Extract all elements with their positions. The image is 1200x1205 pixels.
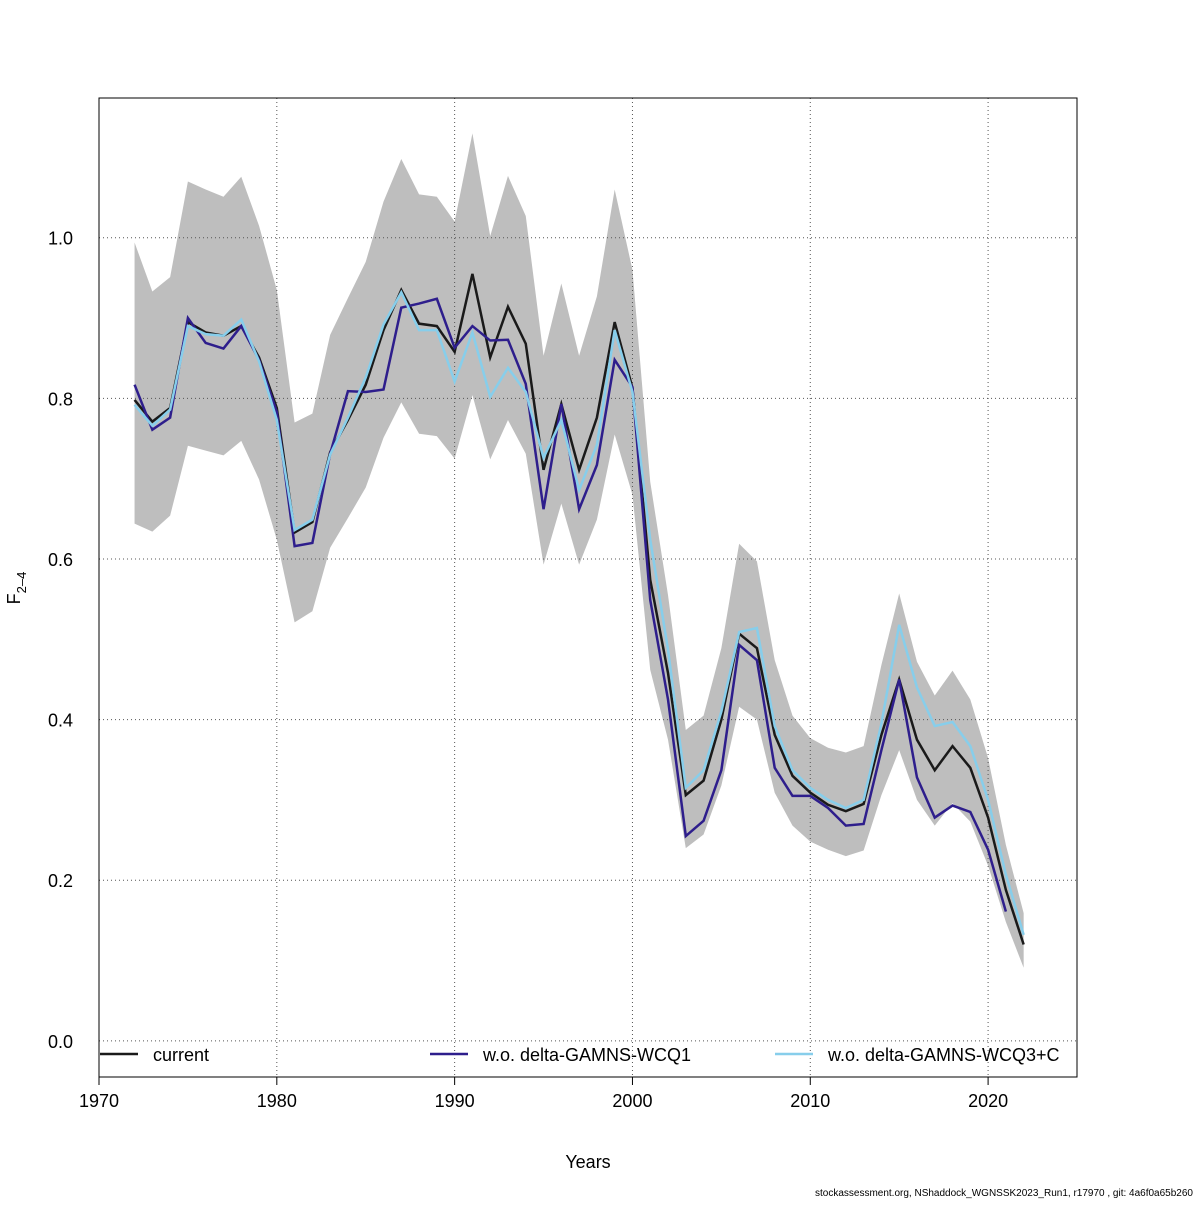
legend-label: current [153, 1045, 209, 1065]
y-axis-label-main: F [4, 593, 24, 604]
x-tick-label: 1990 [435, 1091, 475, 1111]
y-tick-label: 0.0 [48, 1032, 73, 1052]
plot-area: current w.o. delta-GAMNS-WCQ1 w.o. delta-G… [99, 98, 1077, 1077]
x-tick-label: 2000 [612, 1091, 652, 1111]
y-axis-label-sub: 2–4 [14, 572, 29, 594]
series-line [133, 289, 1025, 936]
legend-label: w.o. delta-GAMNS-WCQ1 [482, 1045, 691, 1065]
y-tick-label: 0.4 [48, 711, 73, 731]
y-tick-label: 1.0 [48, 229, 73, 249]
y-axis-label: F2–4 [4, 572, 29, 605]
x-tick-label: 1970 [79, 1091, 119, 1111]
x-axis-label: Years [565, 1152, 610, 1172]
footer: stockassessment.org, NShaddock_WGNSSK202… [815, 1188, 1193, 1199]
confidence-band [134, 133, 1024, 968]
x-tick-label: 1980 [257, 1091, 297, 1111]
x-tick-label: 2020 [968, 1091, 1008, 1111]
y-tick-label: 0.8 [48, 389, 73, 409]
y-tick-label: 0.2 [48, 871, 73, 891]
y-tick-label: 0.6 [48, 550, 73, 570]
plot-frame [98, 97, 1078, 1078]
x-tick-label: 2010 [790, 1091, 830, 1111]
legend-label: w.o. delta-GAMNS-WCQ3+C [827, 1045, 1060, 1065]
